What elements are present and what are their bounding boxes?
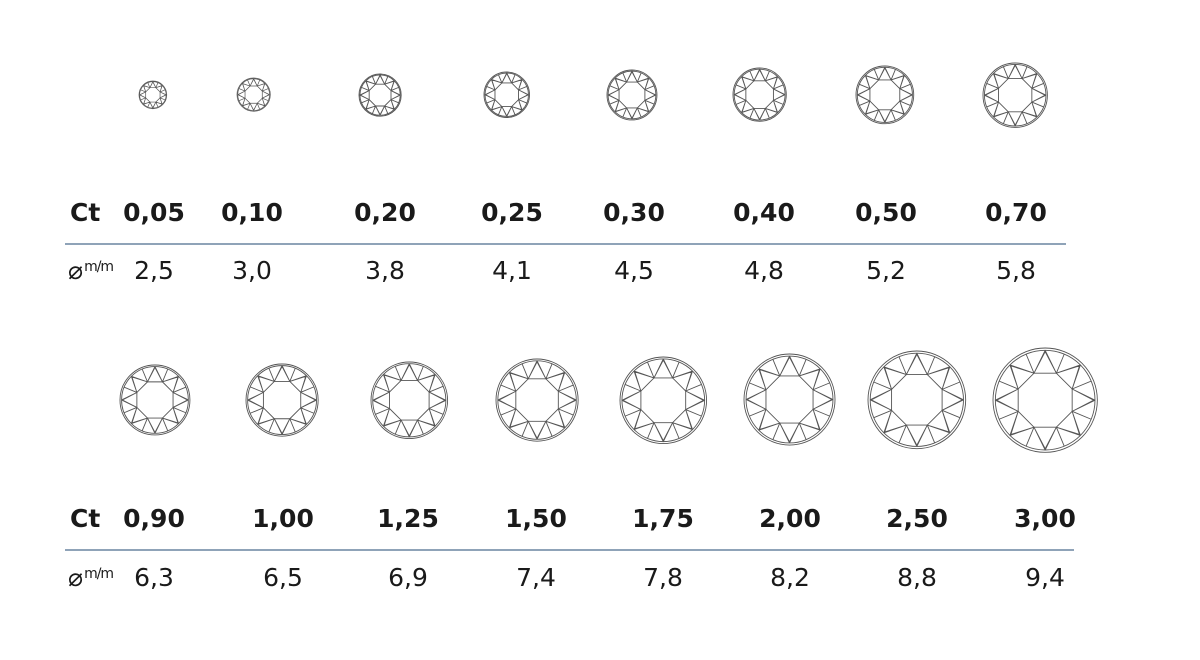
diameter-value: 5,8 bbox=[996, 256, 1036, 285]
diamond-1-1 bbox=[245, 363, 319, 437]
diameter-value: 9,4 bbox=[1025, 563, 1065, 592]
diameter-value: 8,2 bbox=[770, 563, 810, 592]
diameter-symbol: ⌀ bbox=[68, 563, 84, 592]
carat-value: 1,25 bbox=[377, 504, 439, 533]
carat-value: 0,90 bbox=[123, 504, 185, 533]
carat-value: 0,40 bbox=[733, 198, 795, 227]
diamond-0-5 bbox=[732, 67, 788, 123]
diameter-value: 4,8 bbox=[744, 256, 784, 285]
carat-value: 0,50 bbox=[855, 198, 917, 227]
diameter-value: 6,3 bbox=[134, 563, 174, 592]
diameter-value: 5,2 bbox=[866, 256, 906, 285]
diamond-0-6 bbox=[855, 65, 915, 125]
divider bbox=[65, 549, 1074, 551]
diameter-unit: m/m bbox=[84, 566, 114, 582]
diameter-label: ⌀m/m bbox=[68, 256, 114, 285]
carat-value: 0,30 bbox=[603, 198, 665, 227]
diameter-value: 3,0 bbox=[232, 256, 272, 285]
carat-value: 2,00 bbox=[759, 504, 821, 533]
diamond-1-5 bbox=[744, 354, 836, 446]
carat-value: 0,05 bbox=[123, 198, 185, 227]
diameter-label: ⌀m/m bbox=[68, 563, 114, 592]
diamond-0-1 bbox=[236, 77, 271, 112]
diameter-value: 2,5 bbox=[134, 256, 174, 285]
carat-value: 0,70 bbox=[985, 198, 1047, 227]
diamond-0-7 bbox=[982, 62, 1048, 128]
carat-label: Ct bbox=[70, 504, 101, 533]
carat-value: 0,25 bbox=[481, 198, 543, 227]
carat-value: 1,75 bbox=[632, 504, 694, 533]
diamond-0-4 bbox=[606, 69, 658, 121]
diamond-0-0 bbox=[138, 80, 168, 110]
diamond-0-2 bbox=[358, 73, 402, 117]
diameter-value: 6,5 bbox=[263, 563, 303, 592]
diamond-1-0 bbox=[119, 364, 191, 436]
diamond-1-7 bbox=[992, 347, 1098, 453]
diameter-value: 7,4 bbox=[516, 563, 556, 592]
diameter-value: 7,8 bbox=[643, 563, 683, 592]
diameter-value: 4,5 bbox=[614, 256, 654, 285]
diameter-value: 8,8 bbox=[897, 563, 937, 592]
carat-value: 1,00 bbox=[252, 504, 314, 533]
carat-value: 3,00 bbox=[1014, 504, 1076, 533]
diamond-1-4 bbox=[619, 356, 707, 444]
carat-value: 0,20 bbox=[354, 198, 416, 227]
diameter-unit: m/m bbox=[84, 259, 114, 275]
diamond-0-3 bbox=[483, 71, 531, 119]
diamond-1-3 bbox=[495, 358, 579, 442]
diameter-value: 6,9 bbox=[388, 563, 428, 592]
carat-label: Ct bbox=[70, 198, 101, 227]
carat-value: 2,50 bbox=[886, 504, 948, 533]
divider bbox=[65, 243, 1066, 245]
diamond-1-6 bbox=[867, 350, 967, 450]
carat-value: 1,50 bbox=[505, 504, 567, 533]
diameter-value: 4,1 bbox=[492, 256, 532, 285]
carat-value: 0,10 bbox=[221, 198, 283, 227]
diameter-symbol: ⌀ bbox=[68, 256, 84, 285]
diamond-1-2 bbox=[370, 361, 448, 439]
diameter-value: 3,8 bbox=[365, 256, 405, 285]
